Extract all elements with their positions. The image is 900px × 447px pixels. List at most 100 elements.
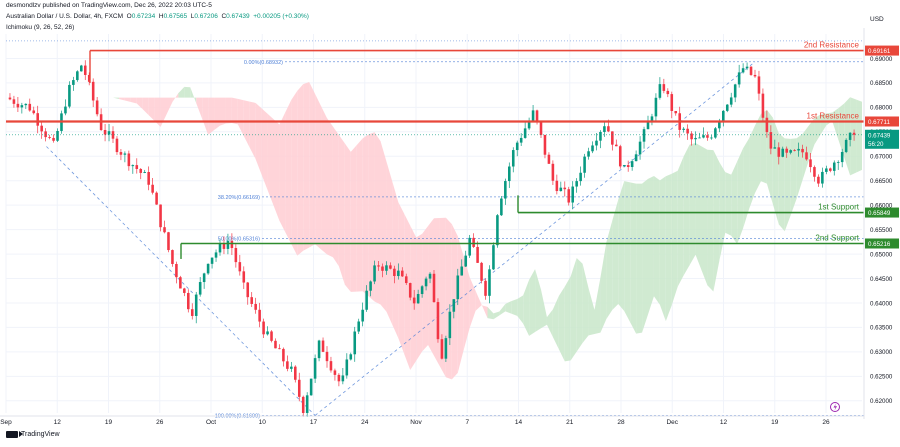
candle-body <box>825 168 828 172</box>
cloud-segment <box>404 213 411 370</box>
cloud-segment <box>422 226 429 352</box>
time-axis[interactable]: Sep 12 19 26 Oct 10 17 24 Nov 7 14 21 28 Dec 12 19 26 <box>0 415 864 426</box>
high-label: H <box>158 13 164 20</box>
candle-body <box>710 137 713 139</box>
candle-body <box>147 171 150 185</box>
candle-body <box>28 103 32 111</box>
cloud-segment <box>160 97 167 127</box>
level-name-label: 2nd Resistance <box>804 41 860 50</box>
current-price-label: 0.67439 <box>868 132 891 139</box>
cloud-segment <box>368 132 375 302</box>
candle-body <box>646 121 650 130</box>
candle-body <box>618 146 622 167</box>
symbol-title: Australian Dollar / U.S. Dollar, 4h, FXC… <box>6 13 124 20</box>
cloud-segment <box>499 303 506 316</box>
cloud-segment <box>148 97 155 122</box>
candle-body <box>484 280 487 296</box>
candle-body <box>539 120 543 135</box>
time-tick-label: 19 <box>771 419 779 426</box>
candle-body <box>230 240 234 249</box>
candle-body <box>40 125 43 132</box>
candle-body <box>809 159 812 168</box>
cloud-segment <box>374 132 381 305</box>
time-tick-label: 21 <box>566 419 574 426</box>
candle-body <box>286 361 289 369</box>
candle-body <box>607 126 610 132</box>
cloud-segment <box>487 306 494 320</box>
candle-body <box>278 348 281 350</box>
cloud-segment <box>790 138 797 216</box>
candle-body <box>535 110 539 121</box>
cloud-segment <box>677 156 684 287</box>
candle-body <box>706 135 709 138</box>
cloud-segment <box>350 145 357 292</box>
candle-body <box>603 126 606 132</box>
cloud-segment <box>279 112 286 233</box>
candle-body <box>690 133 693 140</box>
candle-body <box>567 189 571 203</box>
candle-body <box>805 152 808 160</box>
indicator-label[interactable]: Ichimoku (9, 26, 52, 26) <box>6 24 75 31</box>
cloud-segment <box>755 113 761 194</box>
cloud-segment <box>267 113 274 206</box>
price-tick-label: 0.68500 <box>870 80 893 87</box>
candle-body <box>385 265 388 271</box>
candle-body <box>179 277 182 289</box>
cloud-segment <box>564 276 571 362</box>
candle-body <box>733 84 737 98</box>
cloud-segment <box>166 97 173 115</box>
cloud-segment <box>588 288 595 336</box>
cloud-segment <box>719 162 726 261</box>
cloud-segment <box>624 181 631 323</box>
candle-body <box>135 165 139 169</box>
candle-body <box>111 131 115 139</box>
cloud-segment <box>695 143 702 271</box>
candle-body <box>44 131 47 138</box>
candle-body <box>615 144 618 147</box>
cloud-segment <box>552 296 559 350</box>
candle-body <box>246 282 250 298</box>
candle-body <box>702 135 705 138</box>
cloud-segment <box>808 118 815 162</box>
candle-body <box>357 321 360 332</box>
price-axis[interactable]: 0.690000.685000.680000.675000.670000.665… <box>863 28 893 419</box>
candle-body <box>8 97 12 100</box>
cloud-segment <box>243 100 250 148</box>
publish-info: desmondlzv published on TradingView.com,… <box>6 2 212 9</box>
candle-body <box>234 248 238 263</box>
time-tick-label: Oct <box>206 419 216 426</box>
price-tick-label: 0.68000 <box>870 105 893 112</box>
level-price-label: 0.65849 <box>868 210 891 217</box>
cloud-segment <box>517 295 524 324</box>
time-tick-label: 28 <box>617 419 625 426</box>
candle-body <box>52 137 55 141</box>
candle-body <box>579 172 582 182</box>
price-tick-label: 0.64500 <box>870 276 893 283</box>
candle-body <box>187 292 190 310</box>
candle-body <box>349 354 353 360</box>
support-resistance-levels[interactable]: 2nd Resistance 0.69161 1st Resistance 0.677… <box>6 41 899 259</box>
candle-body <box>777 147 781 157</box>
candle-body <box>345 359 349 376</box>
price-tick-label: 0.65000 <box>870 251 893 258</box>
fib-level-label: 50.00%(0.65316) <box>218 237 260 243</box>
cloud-segment <box>600 242 607 333</box>
candle-body <box>139 168 143 173</box>
candle-body <box>72 80 75 85</box>
candle-body <box>32 110 36 114</box>
candle-body <box>456 275 460 300</box>
candle-body <box>167 232 170 251</box>
candle-body <box>817 176 820 184</box>
cloud-segment <box>309 82 316 248</box>
cloud-segment <box>457 236 464 373</box>
cloud-segment <box>838 103 845 158</box>
candle-body <box>496 215 499 246</box>
candle-body <box>682 128 685 130</box>
cloud-segment <box>570 257 577 361</box>
cloud-segment <box>273 119 280 221</box>
candle-body <box>753 74 757 77</box>
cloud-segment <box>291 90 298 256</box>
time-tick-label: 24 <box>361 419 369 426</box>
candle-body <box>785 148 788 153</box>
